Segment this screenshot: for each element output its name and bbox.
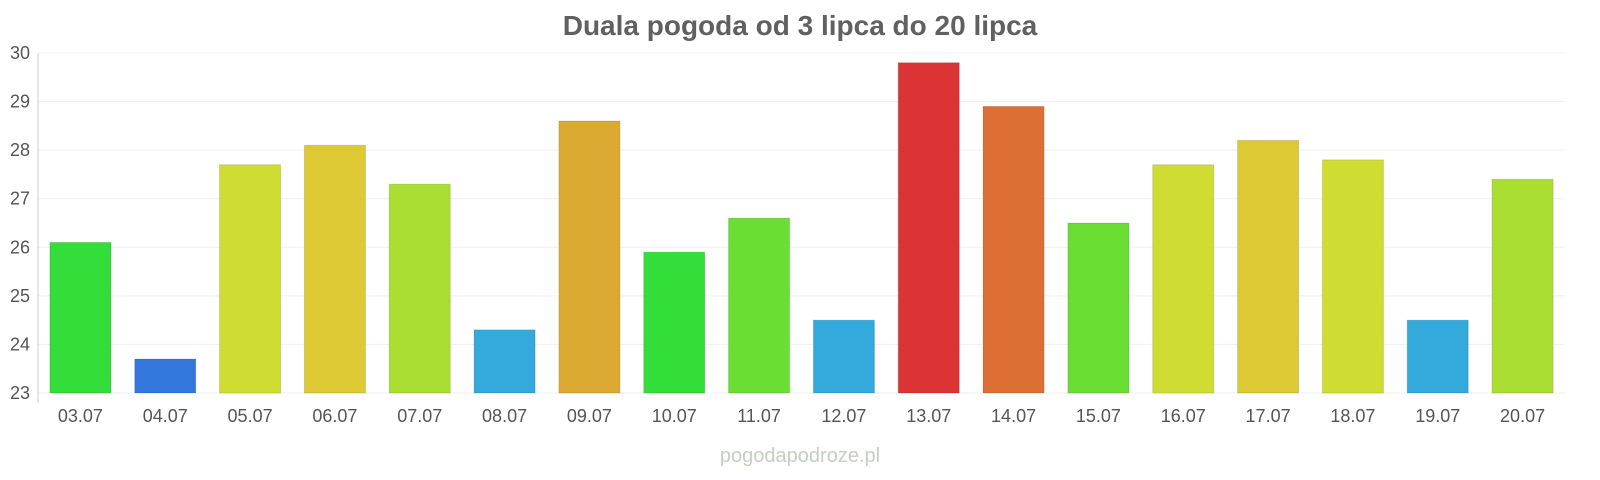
y-tick-label: 30 (10, 43, 30, 63)
x-tick-label: 03.07 (58, 406, 103, 426)
bar (303, 144, 366, 394)
bar (1237, 139, 1300, 394)
chart-title: Duala pogoda od 3 lipca do 20 lipca (563, 10, 1038, 41)
x-tick-label: 17.07 (1246, 406, 1291, 426)
x-tick-label: 09.07 (567, 406, 612, 426)
x-tick-label: 18.07 (1330, 406, 1375, 426)
bar (558, 120, 621, 394)
x-tick-label: 04.07 (143, 406, 188, 426)
bar (1321, 159, 1384, 394)
x-tick-label: 20.07 (1500, 406, 1545, 426)
bar (728, 217, 791, 394)
x-tick-label: 08.07 (482, 406, 527, 426)
y-axis: 23 24 25 26 27 28 29 30 (10, 43, 39, 403)
bar (982, 105, 1045, 394)
bars (49, 62, 1554, 394)
x-tick-label: 07.07 (397, 406, 442, 426)
bar (134, 358, 197, 394)
x-tick-label: 11.07 (737, 406, 781, 426)
bar (1067, 222, 1130, 394)
x-tick-label: 12.07 (821, 406, 866, 426)
bar (49, 241, 112, 394)
source-label: pogodapodroze.pl (720, 445, 880, 467)
x-tick-label: 10.07 (652, 406, 697, 426)
y-tick-label: 24 (10, 334, 30, 354)
y-tick-label: 25 (10, 286, 30, 306)
bar (388, 183, 451, 394)
y-tick-label: 27 (10, 189, 30, 209)
x-tick-label: 16.07 (1161, 406, 1206, 426)
y-tick-label: 28 (10, 140, 30, 160)
bar (1406, 319, 1469, 394)
x-tick-label: 14.07 (991, 406, 1036, 426)
x-tick-label: 19.07 (1415, 406, 1460, 426)
bar (219, 164, 282, 394)
y-tick-label: 29 (10, 92, 30, 112)
bar (473, 329, 536, 394)
grid (38, 52, 1565, 394)
bar (643, 251, 706, 394)
bar (897, 62, 960, 394)
x-tick-label: 05.07 (228, 406, 273, 426)
bar (1152, 164, 1215, 394)
bar (812, 319, 875, 394)
x-axis: 03.07 04.07 05.07 06.07 07.07 08.07 09.07 10.07… (58, 406, 1545, 426)
x-tick-label: 15.07 (1076, 406, 1121, 426)
bar (1491, 178, 1554, 394)
x-tick-label: 06.07 (312, 406, 357, 426)
y-tick-label: 26 (10, 237, 30, 257)
x-tick-label: 13.07 (906, 406, 951, 426)
y-tick-label: 23 (10, 383, 30, 403)
